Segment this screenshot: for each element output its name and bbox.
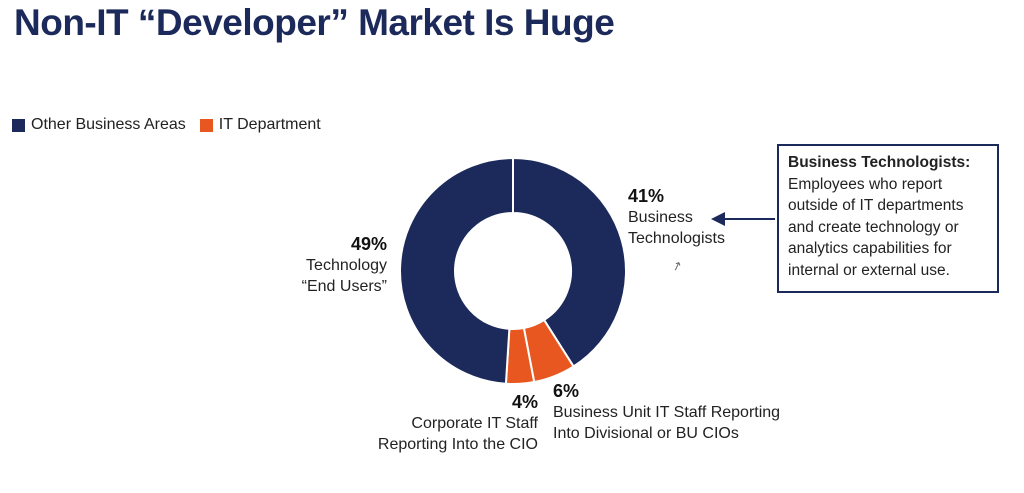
slice-label-line: Business: [628, 209, 693, 226]
callout-line: and create technology or: [788, 218, 959, 236]
slice-pct: 41%: [628, 186, 665, 206]
slice-label-line: Technologists: [628, 230, 725, 247]
definition-callout: Business Technologists: Employees who re…: [777, 144, 999, 293]
legend-swatch-other-business: [12, 118, 25, 132]
legend-label-other-business: Other Business Areas: [31, 116, 186, 133]
slice-label-end-users: 49% Technology “End Users”: [270, 234, 387, 297]
slice-pct: 6%: [553, 381, 580, 401]
slice-label-line: Into Divisional or BU CIOs: [553, 425, 739, 442]
legend-item-it-department: IT Department: [199, 116, 321, 134]
slice-label-line: Reporting Into the CIO: [377, 436, 538, 453]
legend-item-other-business: Other Business Areas: [12, 116, 186, 134]
donut-slice-3: [399, 156, 514, 385]
slice-label-line: Technology: [306, 257, 387, 274]
slice-label-line: Corporate IT Staff: [411, 415, 538, 432]
slice-pct: 49%: [350, 234, 387, 254]
slice-label-business-technologists: 41% Business Technologists: [628, 186, 725, 249]
legend-label-it-department: IT Department: [218, 116, 321, 133]
callout-line: internal or external use.: [788, 261, 950, 279]
slice-label-corporate-it-staff: 4% Corporate IT Staff Reporting Into the…: [330, 392, 538, 455]
legend-swatch-it-department: [199, 118, 213, 132]
callout-line: outside of IT departments: [788, 197, 964, 214]
slice-pct: 4%: [511, 392, 538, 412]
page-title: Non-IT “Developer” Market Is Huge: [14, 2, 615, 43]
callout-line: Employees who report: [788, 175, 943, 193]
donut-slice-0: [512, 156, 627, 368]
callout-line: analytics capabilities for: [788, 240, 952, 257]
slice-label-line: “End Users”: [301, 278, 387, 295]
slice-label-line: Business Unit IT Staff Reporting: [553, 404, 781, 421]
chart-legend: Other Business Areas IT Department: [12, 116, 335, 134]
callout-title: Business Technologists:: [788, 154, 971, 171]
slice-label-bu-it-staff: 6% Business Unit IT Staff Reporting Into…: [553, 381, 780, 444]
